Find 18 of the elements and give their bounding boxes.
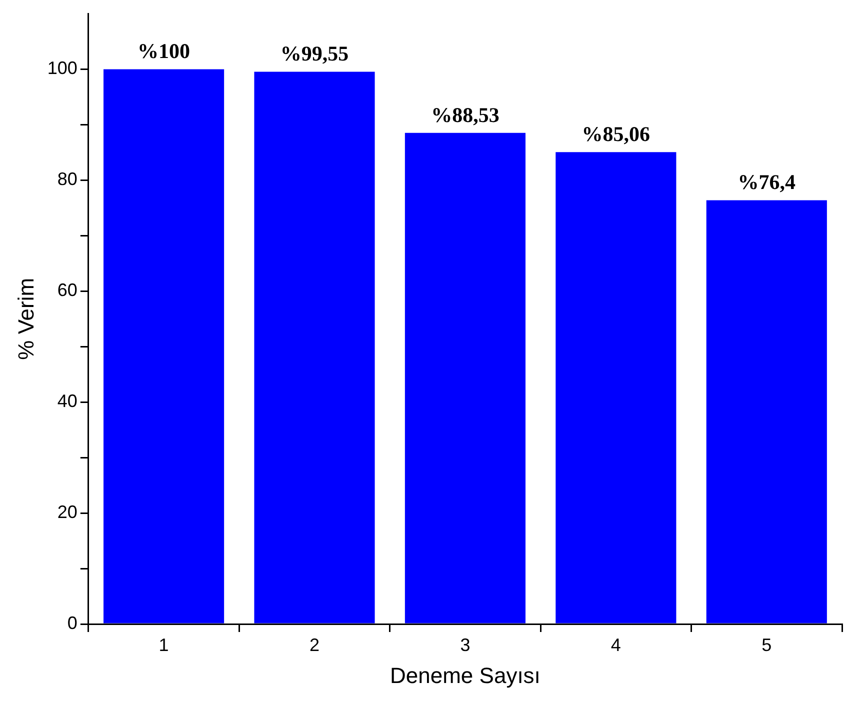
- x-axis-title: Deneme Sayısı: [390, 662, 540, 688]
- x-tick-label: 2: [309, 634, 320, 655]
- x-tick-label: 3: [460, 634, 470, 655]
- data-label: %99,55: [280, 42, 349, 66]
- y-tick-label: 20: [57, 502, 78, 522]
- data-label: %76,4: [738, 170, 796, 194]
- y-tick-label: 100: [47, 58, 78, 78]
- y-tick-label: 0: [67, 612, 78, 633]
- data-label: %85,06: [582, 122, 650, 146]
- data-label: %88,53: [431, 102, 500, 127]
- y-tick-label: 80: [57, 169, 78, 190]
- x-tick-label: 5: [762, 634, 772, 655]
- x-tick-label: 1: [158, 634, 169, 655]
- y-axis-title: % Verim: [13, 278, 38, 360]
- y-tick-label: 40: [57, 391, 78, 412]
- y-tick-label: 60: [57, 280, 78, 300]
- data-label: %100: [138, 39, 190, 64]
- x-tick-label: 4: [610, 634, 621, 655]
